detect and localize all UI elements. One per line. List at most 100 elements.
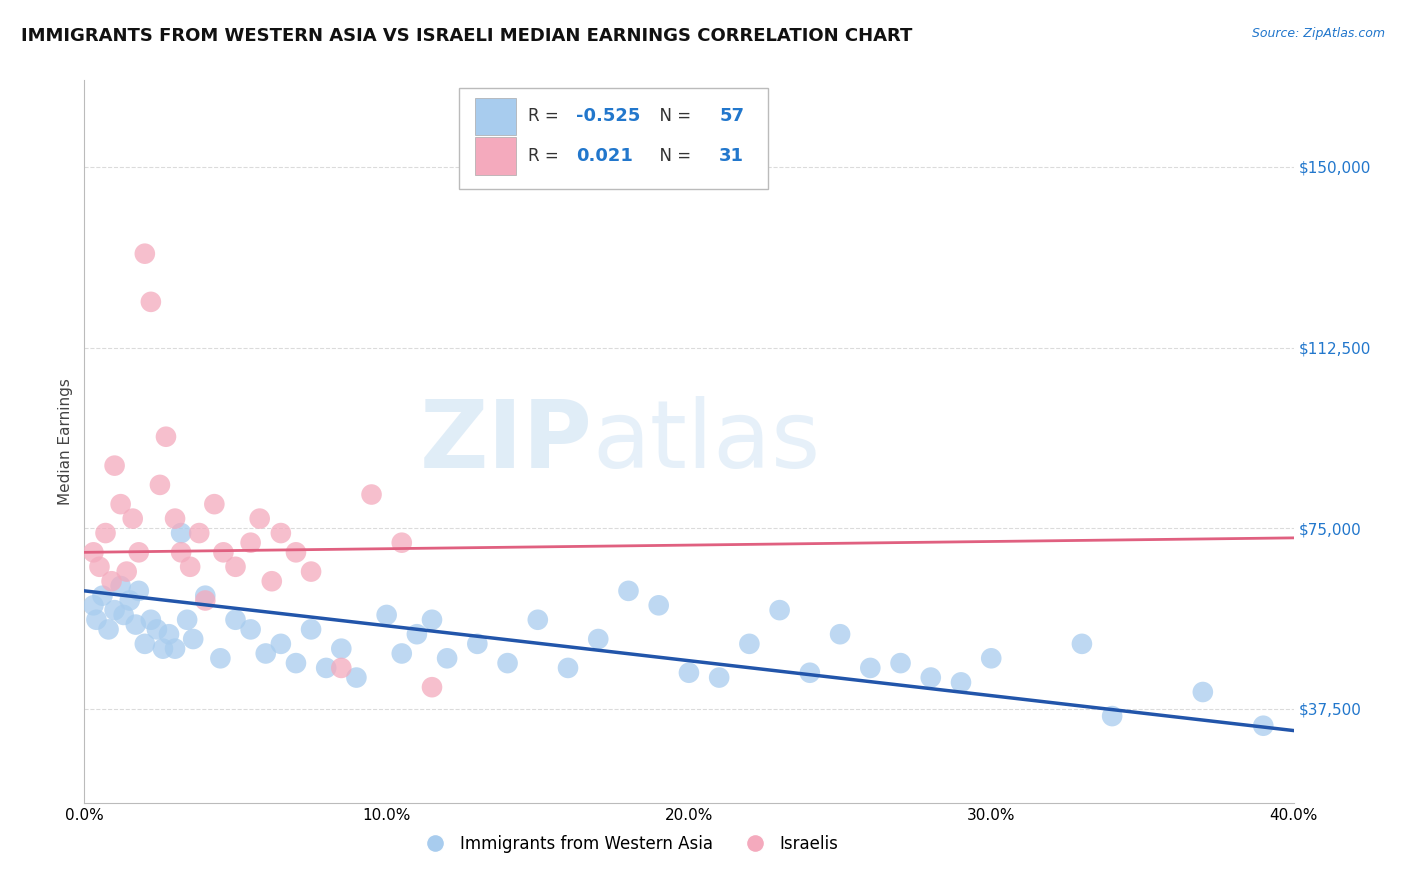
Point: [1253, 719, 1275, 733]
Point: [920, 671, 942, 685]
Point: [1101, 709, 1123, 723]
Point: [346, 671, 368, 685]
Point: [260, 574, 283, 589]
Point: [360, 487, 382, 501]
Point: [391, 535, 413, 549]
Point: [254, 647, 277, 661]
Text: 31: 31: [720, 147, 744, 165]
Point: [110, 579, 132, 593]
Point: [155, 430, 177, 444]
Y-axis label: Median Earnings: Median Earnings: [58, 378, 73, 505]
Point: [239, 535, 262, 549]
Point: [209, 651, 232, 665]
Point: [82, 545, 104, 559]
Text: ZIP: ZIP: [419, 395, 592, 488]
Point: [194, 593, 217, 607]
Point: [170, 545, 193, 559]
Point: [194, 589, 217, 603]
Point: [149, 478, 172, 492]
Point: [738, 637, 761, 651]
Text: Source: ZipAtlas.com: Source: ZipAtlas.com: [1251, 27, 1385, 40]
Point: [980, 651, 1002, 665]
Point: [104, 458, 127, 473]
Point: [467, 637, 489, 651]
Point: [139, 294, 162, 309]
Point: [406, 627, 429, 641]
Point: [104, 603, 127, 617]
Point: [139, 613, 162, 627]
Point: [1071, 637, 1094, 651]
Text: IMMIGRANTS FROM WESTERN ASIA VS ISRAELI MEDIAN EARNINGS CORRELATION CHART: IMMIGRANTS FROM WESTERN ASIA VS ISRAELI …: [21, 27, 912, 45]
Point: [557, 661, 579, 675]
Point: [890, 656, 912, 670]
Legend: Immigrants from Western Asia, Israelis: Immigrants from Western Asia, Israelis: [412, 828, 845, 860]
Text: -0.525: -0.525: [576, 107, 641, 126]
Point: [375, 607, 398, 622]
Point: [82, 599, 104, 613]
Point: [225, 613, 247, 627]
Point: [769, 603, 792, 617]
Point: [285, 656, 308, 670]
Point: [799, 665, 821, 680]
Point: [188, 526, 211, 541]
Point: [830, 627, 852, 641]
Point: [86, 613, 108, 627]
Point: [330, 661, 353, 675]
Point: [859, 661, 882, 675]
Point: [285, 545, 308, 559]
Point: [420, 680, 443, 694]
Point: [436, 651, 458, 665]
Text: N =: N =: [650, 107, 696, 126]
Text: R =: R =: [529, 107, 564, 126]
Text: 0.021: 0.021: [576, 147, 633, 165]
Point: [94, 526, 117, 541]
Point: [950, 675, 973, 690]
Point: [678, 665, 700, 680]
Point: [299, 623, 322, 637]
Point: [170, 526, 193, 541]
Text: atlas: atlas: [592, 395, 821, 488]
Point: [617, 583, 640, 598]
Point: [118, 593, 141, 607]
Point: [179, 559, 201, 574]
Point: [134, 246, 156, 260]
Point: [315, 661, 337, 675]
Point: [239, 623, 262, 637]
FancyBboxPatch shape: [475, 97, 516, 136]
Point: [110, 497, 132, 511]
Point: [299, 565, 322, 579]
Point: [125, 617, 148, 632]
Point: [97, 623, 120, 637]
Point: [128, 545, 150, 559]
Point: [146, 623, 169, 637]
Point: [709, 671, 731, 685]
Point: [91, 589, 114, 603]
Point: [134, 637, 156, 651]
Point: [176, 613, 198, 627]
Point: [391, 647, 413, 661]
Text: R =: R =: [529, 147, 564, 165]
Point: [89, 559, 111, 574]
Point: [249, 511, 271, 525]
Point: [1192, 685, 1215, 699]
Point: [128, 583, 150, 598]
Point: [165, 511, 187, 525]
Point: [115, 565, 138, 579]
Point: [112, 607, 135, 622]
Text: 57: 57: [720, 107, 744, 126]
Point: [330, 641, 353, 656]
Point: [420, 613, 443, 627]
Point: [496, 656, 519, 670]
Point: [157, 627, 180, 641]
Point: [648, 599, 671, 613]
FancyBboxPatch shape: [475, 137, 516, 175]
Point: [165, 641, 187, 656]
Point: [100, 574, 122, 589]
Point: [270, 637, 292, 651]
Point: [121, 511, 143, 525]
Point: [527, 613, 550, 627]
Point: [152, 641, 174, 656]
FancyBboxPatch shape: [460, 87, 768, 189]
Point: [270, 526, 292, 541]
Point: [202, 497, 225, 511]
